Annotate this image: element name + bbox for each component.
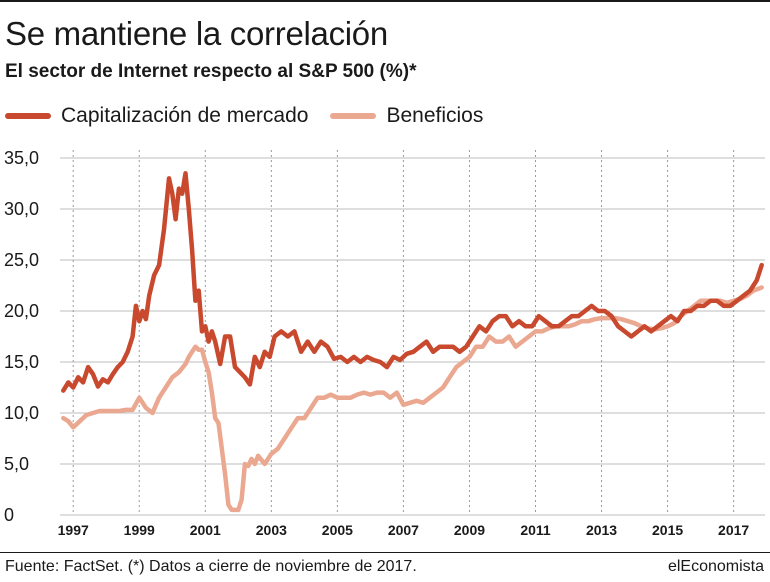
series-line-beneficios <box>61 285 764 513</box>
x-tick-label: 2009 <box>454 522 485 538</box>
y-tick-label: 15,0 <box>4 352 39 372</box>
series-lines <box>61 171 764 513</box>
x-axis-labels: 1997 1999 2001 2003 2005 2007 2009 2011 2013 2015… <box>58 522 750 538</box>
x-tick-label: 2013 <box>586 522 617 538</box>
legend: Capitalización de mercado Beneficios <box>5 104 505 128</box>
line-chart: 0 5,0 10,0 15,0 20,0 25,0 30,0 35,0 1997 1999 200… <box>4 148 765 538</box>
x-tick-label: 2017 <box>718 522 749 538</box>
x-tick-label: 2011 <box>520 522 551 538</box>
legend-swatch-beneficios <box>330 113 377 119</box>
x-tick-label: 2015 <box>652 522 683 538</box>
legend-item-capitalizacion: Capitalización de mercado <box>5 104 308 128</box>
y-tick-label: 25,0 <box>4 250 39 270</box>
x-tick-label: 1999 <box>124 522 155 538</box>
footer: Fuente: FactSet. (*) Datos a cierre de n… <box>0 552 770 582</box>
legend-label-beneficios: Beneficios <box>386 104 484 127</box>
y-tick-label: 35,0 <box>4 148 39 168</box>
chart-subtitle: El sector de Internet respecto al S&P 50… <box>5 61 417 82</box>
x-tick-label: 2001 <box>190 522 221 538</box>
footer-rule <box>0 552 770 553</box>
chart-title: Se mantiene la correlación <box>5 15 388 52</box>
y-axis-labels: 0 5,0 10,0 15,0 20,0 25,0 30,0 35,0 <box>4 148 39 525</box>
top-rule <box>0 0 770 2</box>
y-tick-label: 20,0 <box>4 301 39 321</box>
legend-swatch-capitalizacion <box>5 113 51 119</box>
source-note: Fuente: FactSet. (*) Datos a cierre de n… <box>5 558 417 575</box>
x-tick-label: 2007 <box>388 522 419 538</box>
x-tick-label: 2005 <box>322 522 353 538</box>
x-tick-label: 2003 <box>256 522 287 538</box>
legend-item-beneficios: Beneficios <box>330 104 483 128</box>
y-tick-label: 5,0 <box>4 454 29 474</box>
x-tick-label: 1997 <box>58 522 89 538</box>
y-tick-label: 0 <box>4 505 14 525</box>
brand-label: elEconomista <box>667 558 764 575</box>
series-line-capitalizacion <box>61 171 764 393</box>
grid <box>60 150 765 516</box>
y-tick-label: 30,0 <box>4 199 39 219</box>
legend-label-capitalizacion: Capitalización de mercado <box>61 104 309 127</box>
y-tick-label: 10,0 <box>4 403 39 423</box>
